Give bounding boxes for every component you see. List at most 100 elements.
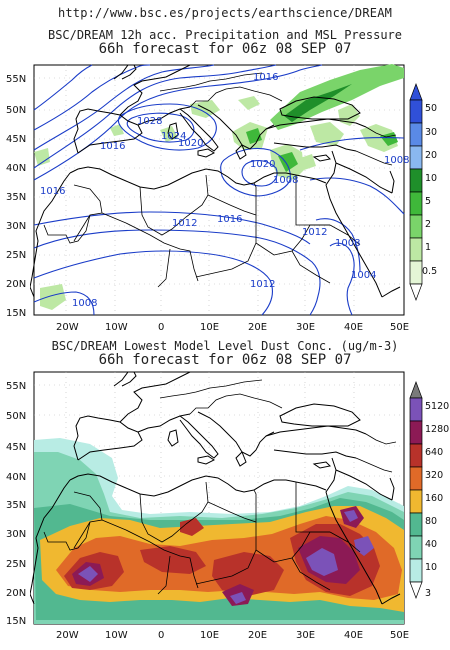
isobar-label: 1012 — [250, 279, 275, 290]
dust-colorbar-swatch — [409, 443, 423, 468]
source-url: http://www.bsc.es/projects/earthscience/… — [57, 6, 393, 20]
dust-colorbar-swatch — [409, 397, 423, 422]
lat-label: 25N — [6, 559, 26, 570]
colorbar-label: 1280 — [425, 424, 449, 435]
dust-colorbar-swatch — [409, 466, 423, 491]
dust-concentration — [34, 438, 404, 624]
lat-label: 40N — [6, 472, 26, 483]
lat-label: 45N — [6, 442, 26, 453]
isobar-label: 1024 — [161, 131, 186, 142]
precip-colorbar — [409, 83, 423, 301]
dust-colorbar-swatch — [409, 535, 423, 560]
precip-colorbar-swatch — [409, 99, 423, 124]
colorbar-label: 30 — [425, 127, 437, 138]
lon-label: 50E — [390, 322, 409, 333]
dust-colorbar — [409, 381, 423, 599]
lat-label: 15N — [6, 308, 26, 319]
lon-label: 20E — [248, 630, 267, 641]
lat-label: 20N — [6, 588, 26, 599]
lat-label: 35N — [6, 500, 26, 511]
lon-label: 30E — [296, 630, 315, 641]
dust-colorbar-swatch — [409, 512, 423, 537]
colorbar-label: 20 — [425, 150, 437, 161]
lat-label: 55N — [6, 381, 26, 392]
lon-label: 10W — [105, 322, 128, 333]
colorbar-label: 10 — [425, 562, 437, 573]
lat-label: 55N — [6, 74, 26, 85]
dust-colorbar-swatch — [409, 420, 423, 445]
colorbar-label: 3 — [425, 588, 431, 599]
isobar-label: 1016 — [100, 141, 125, 152]
precip-colorbar-labels: 50 30 20 10 5 2 1 0.5 — [422, 103, 437, 277]
precip-areas — [34, 64, 404, 310]
isobar-label: 1016 — [40, 186, 65, 197]
lon-axis: 20W 10W 0 10E 20E 30E 40E 50E — [56, 630, 409, 641]
dust-colorbar-top-arrow — [409, 381, 423, 399]
precip-colorbar-swatch — [409, 191, 423, 216]
dust-colorbar-labels: 5120 1280 640 320 160 80 40 10 3 — [425, 401, 449, 599]
precip-forecast-time: 66h forecast for 06z 08 SEP 07 — [98, 41, 352, 57]
lat-label: 25N — [6, 250, 26, 261]
lat-label: 45N — [6, 134, 26, 145]
precip-colorbar-bottom-arrow — [409, 283, 423, 301]
precip-colorbar-swatch — [409, 260, 423, 285]
lat-label: 30N — [6, 221, 26, 232]
lon-label: 10W — [105, 630, 128, 641]
lon-label: 40E — [344, 322, 363, 333]
isobar-label: 1020 — [250, 159, 275, 170]
isobar-label: 1012 — [172, 218, 197, 229]
lon-label: 20W — [56, 630, 79, 641]
lon-label: 10E — [200, 322, 219, 333]
lat-label: 35N — [6, 192, 26, 203]
lon-label: 0 — [158, 630, 164, 641]
colorbar-label: 2 — [425, 219, 431, 230]
lat-label: 20N — [6, 279, 26, 290]
isobar-label: 1008 — [72, 298, 97, 309]
lat-label: 15N — [6, 616, 26, 627]
dust-map: 55N 50N 45N 40N 35N 30N 25N 20N 15N 20W … — [6, 371, 449, 641]
lon-label: 10E — [200, 630, 219, 641]
isobar-label: 1008 — [384, 155, 409, 166]
colorbar-label: 160 — [425, 493, 443, 504]
precip-map: 1016 1028 1024 1020 1016 1016 1020 1008 … — [6, 64, 437, 333]
colorbar-label: 1 — [425, 242, 431, 253]
dust-colorbar-bottom-arrow — [409, 581, 423, 599]
lon-axis: 20W 10W 0 10E 20E 30E 40E 50E — [56, 322, 409, 333]
colorbar-label: 50 — [425, 103, 437, 114]
lat-label: 30N — [6, 529, 26, 540]
isobar-label: 1008 — [273, 175, 298, 186]
precip-colorbar-swatch — [409, 214, 423, 239]
colorbar-label: 80 — [425, 516, 437, 527]
lat-label: 40N — [6, 163, 26, 174]
colorbar-label: 320 — [425, 470, 443, 481]
isobar-labels: 1016 1028 1024 1020 1016 1016 1020 1008 … — [40, 72, 409, 309]
dust-title: BSC/DREAM Lowest Model Level Dust Conc. … — [51, 339, 399, 353]
lon-label: 50E — [390, 630, 409, 641]
dust-forecast-time: 66h forecast for 06z 08 SEP 07 — [98, 352, 352, 368]
lon-label: 40E — [344, 630, 363, 641]
colorbar-label: 40 — [425, 539, 437, 550]
lat-axis: 55N 50N 45N 40N 35N 30N 25N 20N 15N — [6, 74, 26, 319]
colorbar-label: 0.5 — [422, 266, 437, 277]
lon-label: 0 — [158, 322, 164, 333]
precip-colorbar-top-arrow — [409, 83, 423, 101]
precip-colorbar-swatch — [409, 168, 423, 193]
lat-label: 50N — [6, 105, 26, 116]
isobar-label: 1020 — [178, 138, 203, 149]
colorbar-label: 5120 — [425, 401, 449, 412]
isobar-label: 1004 — [351, 270, 376, 281]
lon-label: 20E — [248, 322, 267, 333]
lon-label: 30E — [296, 322, 315, 333]
precip-colorbar-swatch — [409, 237, 423, 262]
isobar-label: 1028 — [137, 116, 162, 127]
dust-colorbar-swatch — [409, 558, 423, 583]
precip-colorbar-swatch — [409, 145, 423, 170]
isobar-label: 1008 — [335, 238, 360, 249]
dust-colorbar-swatch — [409, 489, 423, 514]
colorbar-label: 5 — [425, 196, 431, 207]
colorbar-label: 10 — [425, 173, 437, 184]
lon-label: 20W — [56, 322, 79, 333]
precip-title: BSC/DREAM 12h acc. Precipitation and MSL… — [47, 28, 402, 42]
lat-axis: 55N 50N 45N 40N 35N 30N 25N 20N 15N — [6, 381, 26, 627]
